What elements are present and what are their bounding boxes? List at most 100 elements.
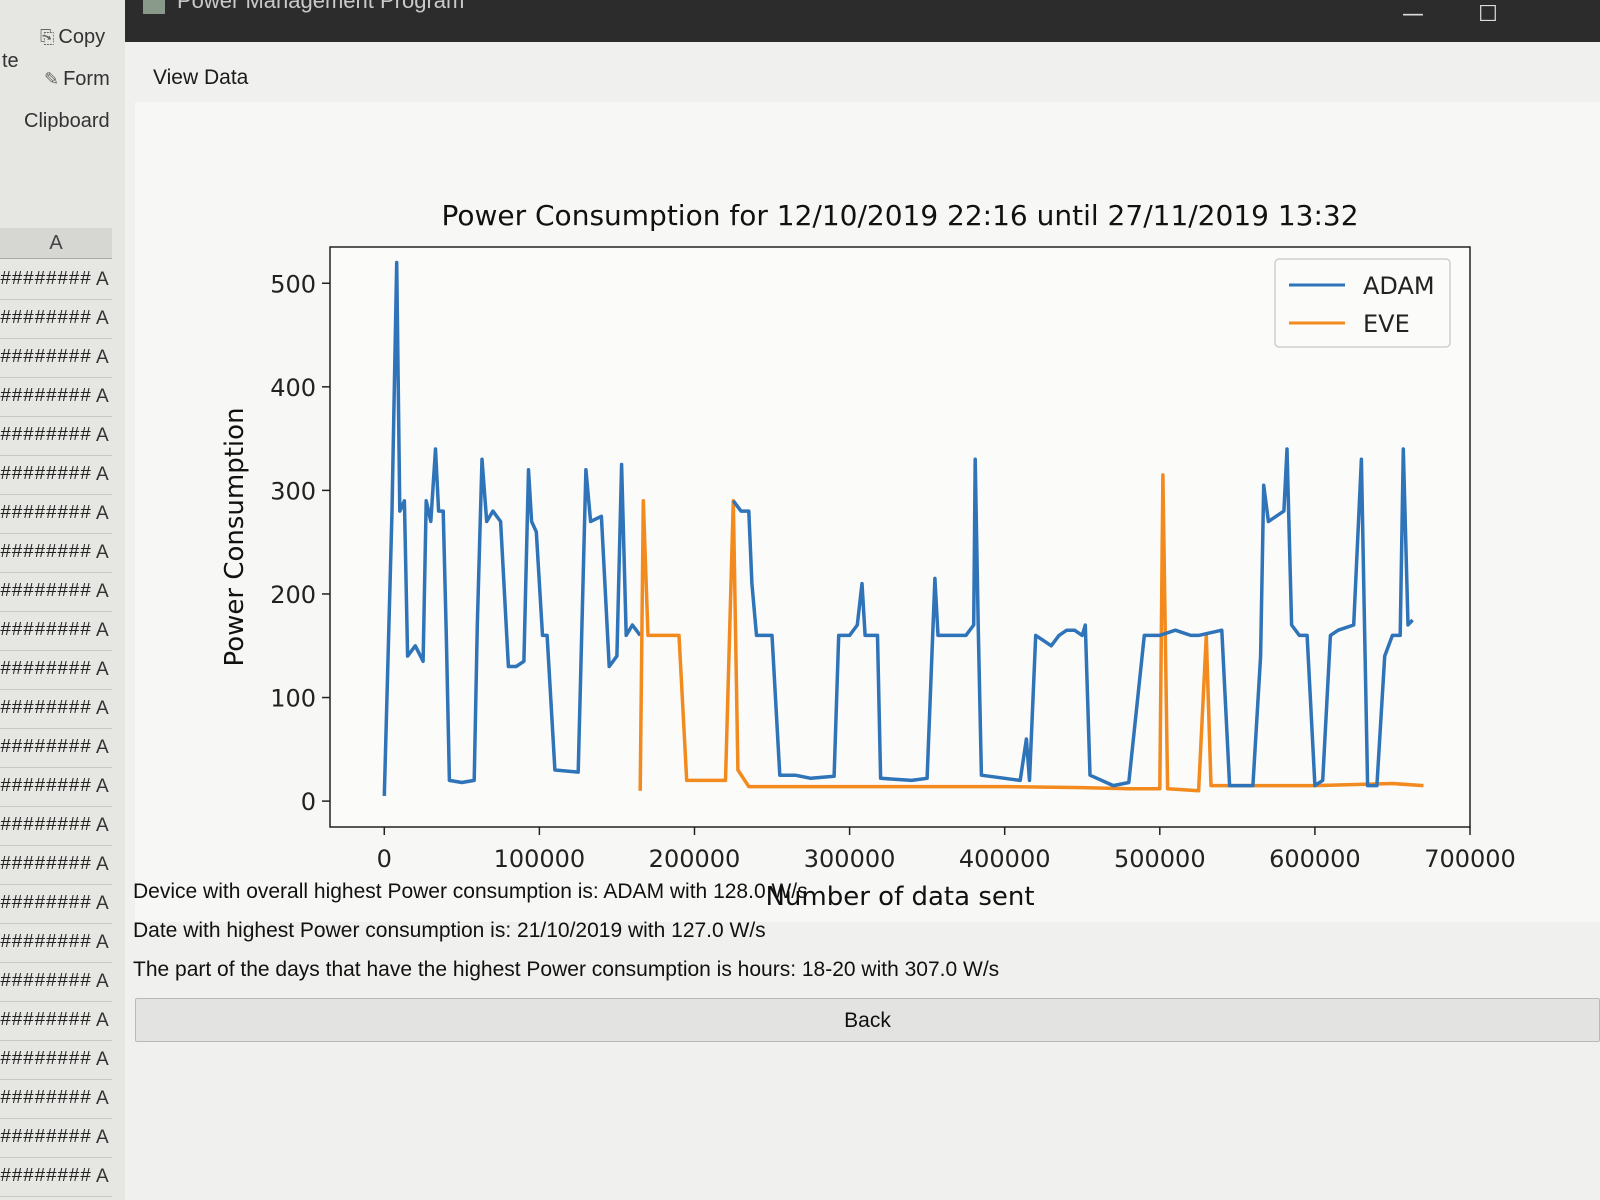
x-tick-label: 600000 — [1269, 845, 1361, 873]
cell-a: ######## — [0, 697, 92, 719]
spreadsheet-row[interactable]: ######## A — [0, 572, 112, 612]
cell-a: ######## — [0, 268, 92, 290]
legend-label-adam: ADAM — [1363, 272, 1435, 300]
y-tick-label: 100 — [270, 685, 316, 713]
cell-a: ######## — [0, 853, 92, 875]
spreadsheet-row[interactable]: ######## A — [0, 650, 112, 690]
cell-a: ######## — [0, 307, 92, 329]
cell-a: ######## — [0, 1087, 92, 1109]
x-tick-label: 200000 — [649, 845, 741, 873]
info-highest-date: Date with highest Power consumption is: … — [133, 919, 766, 942]
x-tick-label: 700000 — [1424, 845, 1516, 873]
series-line-eve — [638, 473, 1424, 793]
cell-b: A — [96, 698, 109, 719]
format-painter-button[interactable]: ✎ Form — [44, 68, 110, 90]
cell-a: ######## — [0, 931, 92, 953]
x-axis-label: Number of data sent — [765, 882, 1034, 912]
cell-b: A — [96, 659, 109, 680]
spreadsheet-row[interactable]: ######## A — [0, 455, 112, 495]
cell-a: ######## — [0, 658, 92, 680]
column-header-a[interactable]: A — [0, 228, 112, 259]
spreadsheet-row[interactable]: ######## A — [0, 1079, 112, 1119]
spreadsheet-row[interactable]: ######## A — [0, 338, 112, 378]
spreadsheet-row[interactable]: ######## A — [0, 806, 112, 846]
cell-b: A — [96, 581, 109, 602]
series-line-adam — [731, 447, 1414, 788]
cell-a: ######## — [0, 385, 92, 407]
chart-title: Power Consumption for 12/10/2019 22:16 u… — [441, 199, 1358, 232]
cell-a: ######## — [0, 619, 92, 641]
x-tick-label: 300000 — [804, 845, 896, 873]
spreadsheet-row[interactable]: ######## A — [0, 689, 112, 729]
x-tick-label: 400000 — [959, 845, 1051, 873]
cell-b: A — [96, 854, 109, 875]
cell-b: A — [96, 308, 109, 329]
cell-a: ######## — [0, 1048, 92, 1070]
spreadsheet-row[interactable]: ######## A — [0, 884, 112, 924]
spreadsheet-row[interactable]: ######## A — [0, 923, 112, 963]
cell-b: A — [96, 620, 109, 641]
back-button[interactable]: Back — [135, 998, 1600, 1042]
cell-a: ######## — [0, 346, 92, 368]
spreadsheet-row[interactable]: ######## A — [0, 494, 112, 534]
cell-b: A — [96, 776, 109, 797]
x-tick-label: 0 — [377, 845, 392, 873]
cell-b: A — [96, 347, 109, 368]
menu-view-data[interactable]: View Data — [153, 66, 249, 89]
legend-label-eve: EVE — [1363, 310, 1410, 338]
y-tick-label: 0 — [301, 788, 316, 816]
spreadsheet-row[interactable]: ######## A — [0, 260, 112, 300]
cell-a: ######## — [0, 775, 92, 797]
info-highest-device: Device with overall highest Power consum… — [133, 880, 808, 903]
cell-b: A — [96, 1127, 109, 1148]
cell-a: ######## — [0, 814, 92, 836]
spreadsheet-row[interactable]: ######## A — [0, 416, 112, 456]
y-tick-label: 500 — [270, 270, 316, 298]
spreadsheet-row[interactable]: ######## A — [0, 962, 112, 1002]
spreadsheet-row[interactable]: ######## A — [0, 845, 112, 885]
x-tick-label: 100000 — [494, 845, 586, 873]
copy-button[interactable]: ⎘ Copy — [40, 26, 106, 48]
cell-b: A — [96, 1049, 109, 1070]
y-axis-label: Power Consumption — [220, 407, 250, 666]
cell-b: A — [96, 1166, 109, 1187]
series-line-adam — [382, 260, 642, 796]
y-tick-label: 300 — [270, 477, 316, 505]
minimize-button[interactable]: — — [1402, 2, 1424, 27]
spreadsheet-row[interactable]: ######## A — [0, 1001, 112, 1041]
legend-box — [1274, 258, 1451, 348]
cell-b: A — [96, 386, 109, 407]
app-icon — [143, 0, 165, 14]
window-titlebar: Power Management Program — ☐ — [125, 0, 1600, 42]
paste-label[interactable]: te — [2, 50, 19, 72]
cell-a: ######## — [0, 892, 92, 914]
window-title: Power Management Program — [177, 0, 465, 13]
cell-a: ######## — [0, 502, 92, 524]
spreadsheet-row[interactable]: ######## A — [0, 533, 112, 573]
cell-b: A — [96, 737, 109, 758]
spreadsheet-row[interactable]: ######## A — [0, 1040, 112, 1080]
cell-a: ######## — [0, 1126, 92, 1148]
clipboard-group-label: Clipboard — [24, 110, 110, 132]
cell-b: A — [96, 425, 109, 446]
spreadsheet-row[interactable]: ######## A — [0, 1118, 112, 1158]
spreadsheet-row[interactable]: ######## A — [0, 1157, 112, 1197]
spreadsheet-row[interactable]: ######## A — [0, 767, 112, 807]
cell-b: A — [96, 932, 109, 953]
y-tick-label: 200 — [270, 581, 316, 609]
menubar: View Data — [125, 60, 1600, 100]
y-tick-label: 400 — [270, 374, 316, 402]
spreadsheet-row[interactable]: ######## A — [0, 728, 112, 768]
cell-b: A — [96, 971, 109, 992]
power-chart: Power Consumption for 12/10/2019 22:16 u… — [220, 199, 1516, 912]
spreadsheet-row[interactable]: ######## A — [0, 611, 112, 651]
cell-b: A — [96, 1010, 109, 1031]
cell-a: ######## — [0, 580, 92, 602]
spreadsheet-row[interactable]: ######## A — [0, 299, 112, 339]
cell-b: A — [96, 1088, 109, 1109]
maximize-button[interactable]: ☐ — [1478, 2, 1498, 27]
info-highest-hours: The part of the days that have the highe… — [133, 958, 1000, 981]
cell-a: ######## — [0, 736, 92, 758]
cell-b: A — [96, 893, 109, 914]
spreadsheet-row[interactable]: ######## A — [0, 377, 112, 417]
